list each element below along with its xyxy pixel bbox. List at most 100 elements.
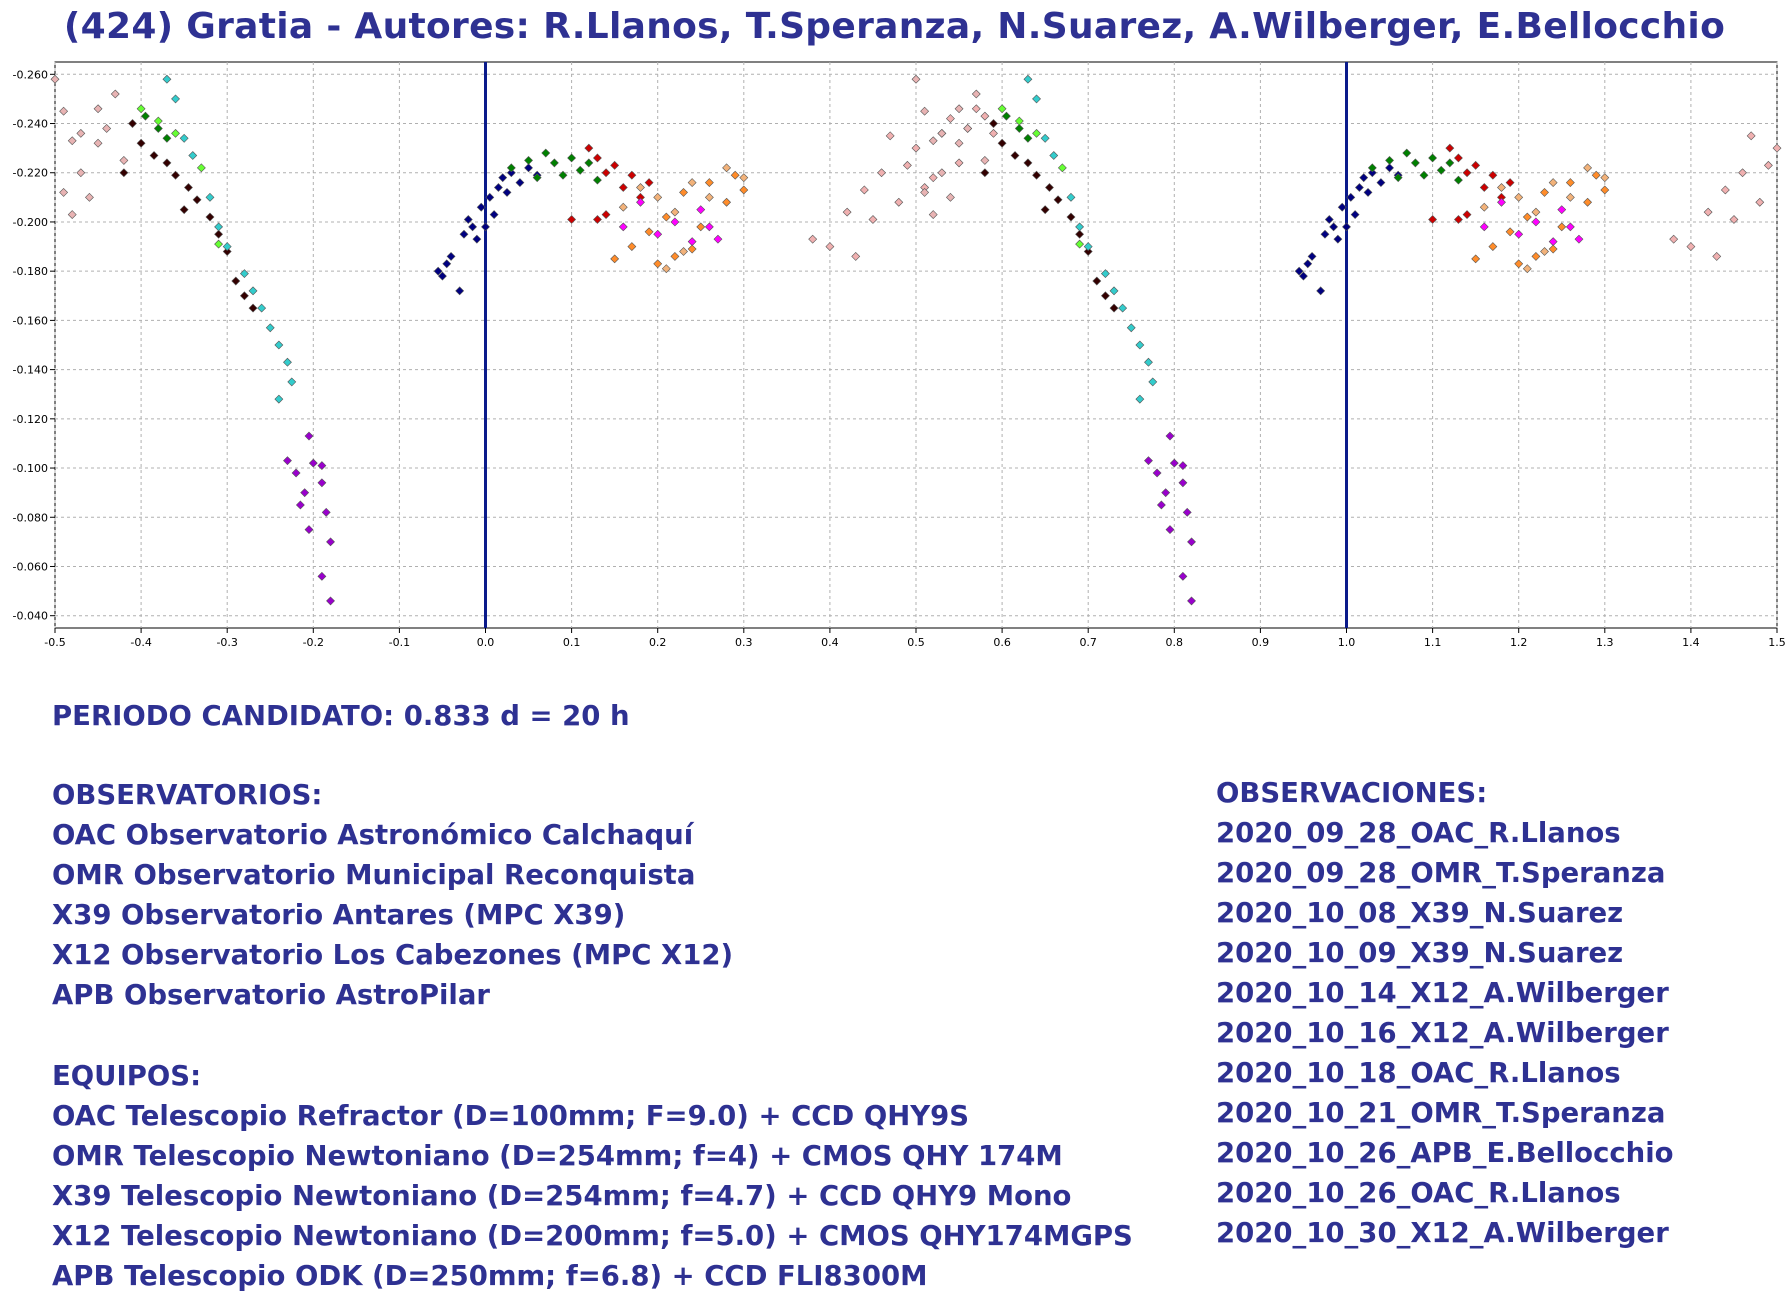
- data-point: [989, 119, 998, 128]
- data-point: [679, 247, 688, 256]
- data-point: [321, 507, 331, 517]
- data-point: [1023, 158, 1033, 168]
- data-point: [687, 178, 697, 188]
- data-point: [1514, 192, 1524, 202]
- data-point: [1010, 151, 1020, 160]
- data-point: [1346, 192, 1356, 202]
- data-point: [1100, 269, 1110, 279]
- data-point: [205, 212, 215, 222]
- data-point: [1182, 507, 1192, 517]
- data-point: [283, 456, 292, 466]
- data-point: [287, 377, 297, 387]
- data-point: [937, 128, 947, 138]
- data-point: [653, 259, 663, 269]
- data-point: [1548, 178, 1558, 188]
- data-point: [618, 202, 628, 212]
- data-point: [722, 163, 732, 173]
- data-point: [1083, 247, 1093, 256]
- observacion-item: 2020_10_30_X12_A.Wilberger: [1216, 1217, 1669, 1249]
- data-point: [868, 215, 878, 224]
- observacion-item: 2020_10_26_OAC_R.Llanos: [1216, 1177, 1621, 1209]
- data-point: [1075, 239, 1085, 249]
- data-point: [59, 106, 69, 116]
- data-point: [601, 168, 611, 178]
- data-point: [1497, 197, 1506, 207]
- data-point: [954, 138, 964, 148]
- data-point: [739, 173, 749, 183]
- data-point: [980, 111, 990, 121]
- data-point: [946, 192, 955, 202]
- data-point: [954, 158, 964, 168]
- data-point: [567, 153, 577, 163]
- data-point: [257, 303, 267, 313]
- data-point: [610, 254, 620, 264]
- y-tick-label: -0.060: [13, 560, 48, 573]
- data-point: [928, 210, 938, 219]
- data-point: [1497, 183, 1506, 192]
- data-point: [481, 222, 490, 232]
- data-point: [153, 116, 163, 126]
- data-point: [1548, 244, 1558, 254]
- data-point: [610, 160, 620, 170]
- data-point: [1428, 215, 1438, 224]
- data-point: [171, 94, 180, 104]
- data-point: [1152, 468, 1162, 478]
- data-point: [1294, 266, 1304, 276]
- data-point: [636, 183, 645, 192]
- data-point: [1600, 185, 1610, 195]
- data-point: [506, 163, 516, 173]
- data-points: [50, 74, 1782, 606]
- data-point: [1531, 217, 1541, 227]
- data-point: [102, 124, 112, 133]
- data-point: [584, 143, 594, 153]
- data-point: [317, 461, 327, 471]
- data-point: [1514, 229, 1524, 239]
- data-point: [489, 210, 499, 219]
- data-point: [627, 242, 637, 251]
- data-point: [283, 357, 292, 367]
- equipo-item: X12 Telescopio Newtoniano (D=200mm; f=5.…: [52, 1220, 1133, 1252]
- data-point: [954, 104, 964, 114]
- data-point: [894, 197, 904, 207]
- data-point: [593, 153, 602, 163]
- data-point: [1522, 212, 1532, 222]
- data-point: [214, 222, 224, 232]
- data-point: [1165, 525, 1175, 534]
- data-point: [963, 124, 973, 133]
- data-point: [1522, 264, 1532, 274]
- data-point: [1324, 215, 1334, 224]
- data-point: [502, 188, 512, 197]
- data-point: [1712, 251, 1722, 261]
- data-point: [1337, 202, 1347, 212]
- data-point: [1540, 188, 1549, 197]
- data-point: [1454, 215, 1463, 224]
- data-point: [442, 259, 452, 269]
- data-point: [1471, 160, 1481, 170]
- data-point: [627, 170, 637, 180]
- reference-lines: [484, 62, 1348, 628]
- data-point: [304, 431, 314, 441]
- data-point: [1419, 170, 1429, 180]
- data-point: [1393, 173, 1403, 183]
- data-point: [222, 242, 232, 251]
- data-point: [438, 271, 447, 281]
- data-point: [1703, 207, 1713, 217]
- y-tick-label: -0.160: [13, 314, 48, 327]
- data-point: [455, 286, 465, 296]
- data-point: [498, 173, 508, 183]
- x-axis-ticks: -0.5 -0.4 -0.3 -0.2 -0.1 0.0 0.1 0.2 0.3 0.4 0.5 0.…: [44, 628, 1786, 649]
- data-point: [704, 192, 714, 202]
- x-tick-label: 0.1: [563, 636, 581, 649]
- observacion-item: 2020_10_18_OAC_R.Llanos: [1216, 1057, 1621, 1089]
- data-point: [713, 234, 723, 244]
- x-tick-label: 1.2: [1510, 636, 1528, 649]
- data-point: [1462, 168, 1472, 178]
- data-point: [1565, 178, 1575, 188]
- data-point: [946, 114, 955, 124]
- data-point: [1454, 175, 1463, 185]
- data-point: [1445, 158, 1455, 168]
- data-point: [67, 136, 77, 146]
- data-point: [50, 74, 60, 84]
- data-point: [1075, 229, 1085, 239]
- data-point: [1066, 192, 1076, 202]
